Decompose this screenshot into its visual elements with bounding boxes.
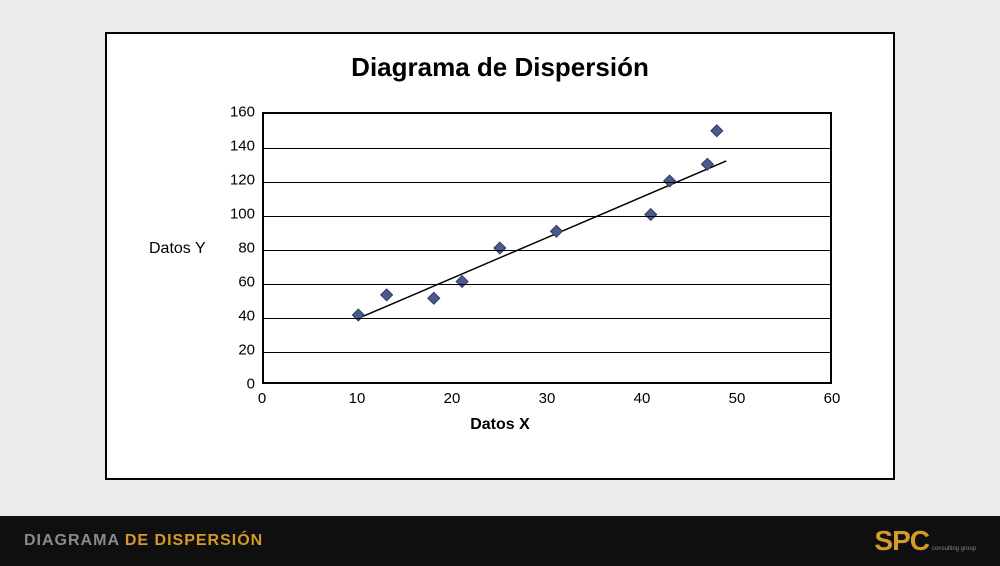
data-point	[711, 125, 723, 137]
gridline-h	[264, 148, 830, 149]
gridline-h	[264, 250, 830, 251]
data-point	[645, 209, 657, 221]
footer-caption-part2: DE DISPERSIÓN	[125, 532, 263, 549]
data-point	[456, 276, 468, 288]
logo-main: SPC	[874, 527, 929, 555]
data-point	[494, 242, 506, 254]
y-tick-label: 140	[217, 138, 255, 155]
y-tick-label: 120	[217, 172, 255, 189]
data-point	[352, 309, 364, 321]
footer-caption-part1: DIAGRAMA	[24, 532, 125, 549]
gridline-h	[264, 352, 830, 353]
x-tick-label: 20	[444, 390, 461, 407]
footer-caption: DIAGRAMA DE DISPERSIÓN	[24, 532, 263, 550]
plot-area	[262, 112, 832, 384]
chart-title: Diagrama de Dispersión	[107, 52, 893, 83]
x-tick-label: 40	[634, 390, 651, 407]
x-tick-label: 60	[824, 390, 841, 407]
data-point	[428, 292, 440, 304]
data-point	[701, 158, 713, 170]
y-tick-label: 160	[217, 104, 255, 121]
x-axis-label: Datos X	[107, 416, 893, 434]
x-tick-label: 50	[729, 390, 746, 407]
y-axis-label: Datos Y	[149, 240, 206, 258]
y-tick-label: 0	[217, 376, 255, 393]
x-tick-label: 30	[539, 390, 556, 407]
chart-panel: Diagrama de Dispersión Datos Y Datos X 0…	[105, 32, 895, 480]
x-tick-label: 10	[349, 390, 366, 407]
y-tick-label: 40	[217, 308, 255, 325]
y-tick-label: 20	[217, 342, 255, 359]
plot-svg	[264, 114, 830, 382]
y-tick-label: 100	[217, 206, 255, 223]
data-point	[381, 289, 393, 301]
footer-bar: DIAGRAMA DE DISPERSIÓN SPC consulting gr…	[0, 516, 1000, 566]
footer-logo: SPC consulting group	[874, 527, 976, 555]
gridline-h	[264, 182, 830, 183]
x-tick-label: 0	[258, 390, 266, 407]
gridline-h	[264, 284, 830, 285]
logo-sub: consulting group	[932, 546, 976, 552]
y-tick-label: 80	[217, 240, 255, 257]
gridline-h	[264, 318, 830, 319]
gridline-h	[264, 216, 830, 217]
data-point	[664, 175, 676, 187]
y-tick-label: 60	[217, 274, 255, 291]
